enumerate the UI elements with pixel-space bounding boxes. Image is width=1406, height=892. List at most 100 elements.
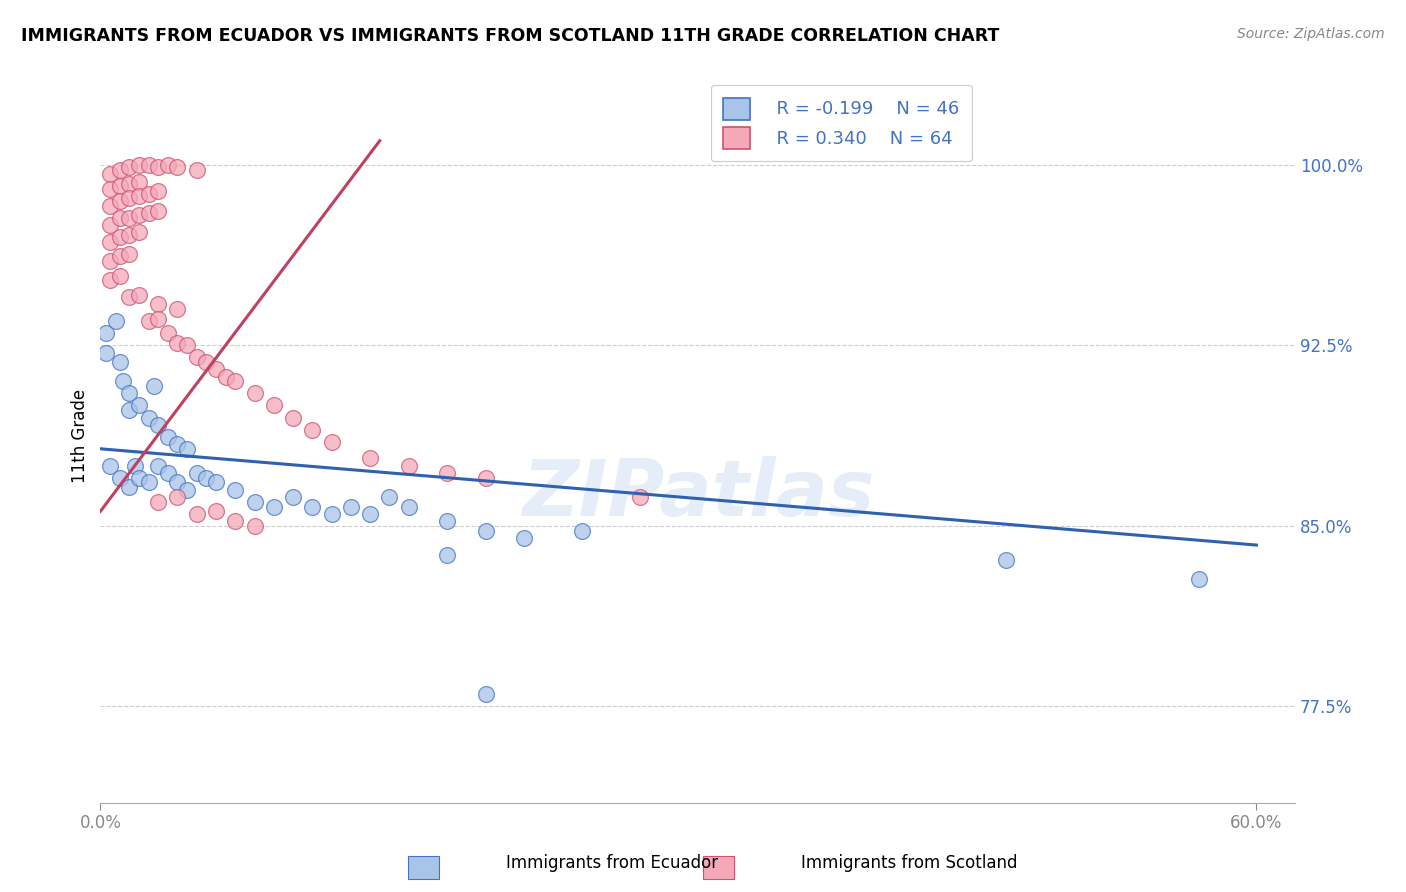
Point	[98, 458, 121, 473]
Point	[263, 500, 285, 514]
Point	[166, 335, 188, 350]
Point	[1188, 572, 1211, 586]
Point	[301, 423, 323, 437]
Point	[118, 227, 141, 242]
Point	[214, 369, 236, 384]
Point	[94, 345, 117, 359]
Point	[398, 458, 420, 473]
Point	[138, 410, 160, 425]
Point	[128, 175, 150, 189]
Point	[340, 500, 363, 514]
Point	[186, 162, 208, 177]
Point	[571, 524, 593, 538]
Text: Source: ZipAtlas.com: Source: ZipAtlas.com	[1237, 27, 1385, 41]
Point	[474, 524, 496, 538]
Point	[108, 194, 131, 208]
Point	[143, 379, 166, 393]
Point	[474, 471, 496, 485]
Point	[378, 490, 401, 504]
Point	[146, 203, 169, 218]
Point	[281, 410, 304, 425]
Point	[98, 218, 121, 232]
Point	[205, 362, 228, 376]
Point	[118, 177, 141, 191]
Point	[436, 466, 458, 480]
Point	[146, 184, 169, 198]
Point	[138, 186, 160, 201]
Point	[128, 208, 150, 222]
Point	[98, 273, 121, 287]
Point	[118, 160, 141, 174]
Point	[128, 471, 150, 485]
Point	[321, 507, 343, 521]
Point	[128, 399, 150, 413]
Point	[118, 403, 141, 417]
Point	[186, 466, 208, 480]
Point	[156, 158, 179, 172]
Point	[359, 451, 381, 466]
Point	[146, 417, 169, 432]
Point	[108, 471, 131, 485]
Point	[128, 287, 150, 301]
Point	[474, 687, 496, 701]
Point	[118, 290, 141, 304]
Point	[108, 211, 131, 225]
Point	[124, 458, 146, 473]
Point	[166, 302, 188, 317]
Point	[224, 375, 246, 389]
Point	[94, 326, 117, 341]
Point	[98, 168, 121, 182]
Point	[398, 500, 420, 514]
Point	[166, 475, 188, 490]
Point	[176, 338, 198, 352]
Point	[205, 475, 228, 490]
Point	[243, 518, 266, 533]
Point	[108, 179, 131, 194]
Point	[281, 490, 304, 504]
Text: Immigrants from Ecuador: Immigrants from Ecuador	[506, 855, 718, 872]
Point	[108, 230, 131, 244]
Point	[104, 314, 127, 328]
Point	[176, 483, 198, 497]
Point	[138, 475, 160, 490]
Point	[128, 189, 150, 203]
Point	[146, 494, 169, 508]
Point	[146, 297, 169, 311]
Point	[108, 355, 131, 369]
Point	[156, 430, 179, 444]
Point	[186, 507, 208, 521]
Point	[513, 531, 536, 545]
Point	[166, 437, 188, 451]
Point	[128, 158, 150, 172]
Point	[98, 199, 121, 213]
Point	[146, 160, 169, 174]
Point	[359, 507, 381, 521]
Point	[156, 326, 179, 341]
Point	[108, 162, 131, 177]
Text: IMMIGRANTS FROM ECUADOR VS IMMIGRANTS FROM SCOTLAND 11TH GRADE CORRELATION CHART: IMMIGRANTS FROM ECUADOR VS IMMIGRANTS FR…	[21, 27, 1000, 45]
Point	[195, 471, 218, 485]
Point	[112, 375, 135, 389]
Point	[146, 311, 169, 326]
Point	[243, 494, 266, 508]
Point	[436, 548, 458, 562]
Text: ZIPatlas: ZIPatlas	[522, 457, 873, 533]
Legend:   R = -0.199    N = 46,   R = 0.340    N = 64: R = -0.199 N = 46, R = 0.340 N = 64	[710, 85, 972, 161]
Point	[224, 483, 246, 497]
Point	[138, 206, 160, 220]
Point	[628, 490, 651, 504]
Point	[436, 514, 458, 528]
Point	[118, 247, 141, 261]
Point	[205, 504, 228, 518]
Point	[118, 192, 141, 206]
Point	[243, 386, 266, 401]
Point	[301, 500, 323, 514]
Point	[321, 434, 343, 449]
Text: Immigrants from Scotland: Immigrants from Scotland	[801, 855, 1018, 872]
Point	[138, 158, 160, 172]
Point	[118, 480, 141, 494]
Point	[98, 235, 121, 249]
Point	[138, 314, 160, 328]
Point	[108, 268, 131, 283]
Point	[186, 351, 208, 365]
